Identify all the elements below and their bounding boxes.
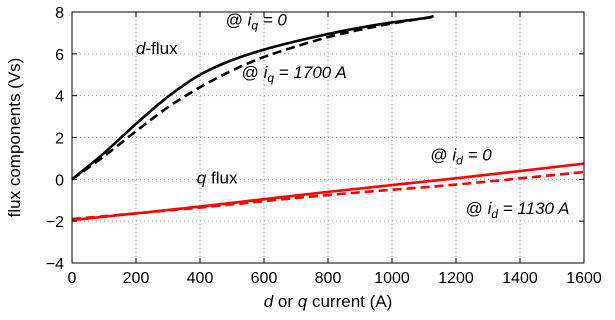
x-tick-label: 600: [251, 270, 278, 287]
series-line-q_id1130: [71, 170, 585, 221]
series-line-d_iq0: [71, 14, 434, 181]
annotation-iq1700: @ iq = 1700 A: [242, 63, 347, 85]
x-tick-label: 1400: [502, 270, 538, 287]
series-group: [71, 14, 585, 222]
y-tick-label: −4: [46, 256, 64, 273]
annotation-d-flux: d-flux: [136, 39, 178, 58]
x-tick-label: 200: [123, 270, 150, 287]
x-tick-label: 0: [68, 270, 77, 287]
ticks: 0 200 400 600 800 1000 1200 1400 1600 −4 −2 0 2 4 6 8: [46, 5, 602, 287]
y-tick-label: 6: [55, 47, 64, 64]
x-tick-label: 1000: [374, 270, 410, 287]
annotation-id0: @ id = 0: [430, 146, 492, 168]
annotation-q-flux: q flux: [197, 169, 238, 188]
y-tick-label: 2: [55, 131, 64, 148]
annotations: d-flux @ iq = 0 @ iq = 1700 A q flux @ id = …: [136, 11, 569, 221]
grid: [72, 12, 584, 263]
x-tick-label: 1600: [566, 270, 602, 287]
x-tick-label: 1200: [438, 270, 474, 287]
annotation-iq0: @ iq = 0: [226, 11, 288, 33]
y-tick-label: 0: [55, 172, 64, 189]
y-tick-label: −2: [46, 214, 64, 231]
y-tick-label: 4: [55, 89, 64, 106]
x-axis-label: d or q current (A): [264, 292, 393, 311]
y-tick-label: 8: [55, 5, 64, 22]
series-line-d_iq1700: [71, 15, 434, 181]
x-tick-label: 400: [187, 270, 214, 287]
annotation-id1130: @ id = 1130 A: [466, 199, 570, 221]
x-tick-label: 800: [315, 270, 342, 287]
y-axis-label: flux components (Vs): [5, 58, 24, 218]
